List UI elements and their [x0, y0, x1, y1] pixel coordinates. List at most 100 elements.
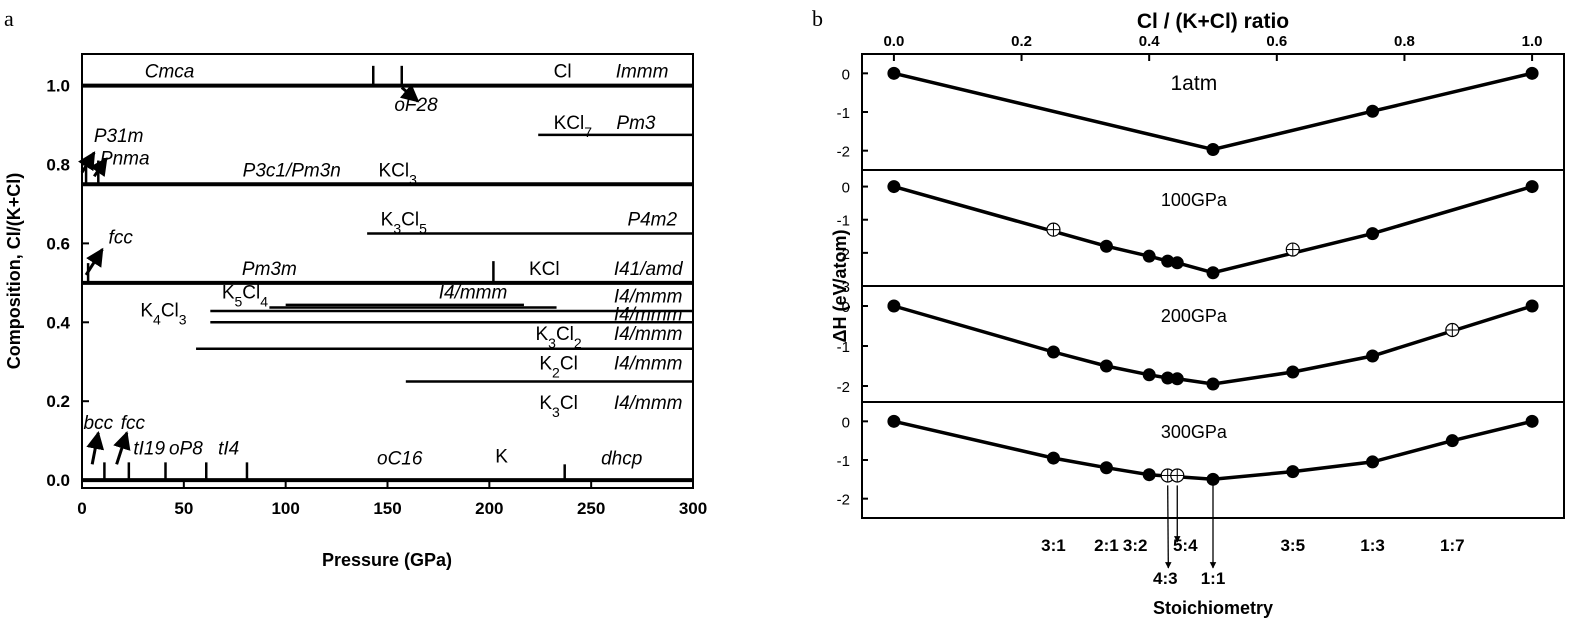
phase-label: I4/mmm [614, 287, 683, 308]
phase-label: P4m2 [627, 210, 677, 231]
x-tick-label: 50 [174, 499, 193, 518]
y-axis-label: Composition, Cl/(K+Cl) [4, 173, 24, 370]
stable-point [1366, 349, 1380, 363]
x-tick-label: 150 [373, 499, 401, 518]
x-tick-label: 100 [271, 499, 299, 518]
y-tick-label: 0.2 [46, 392, 70, 411]
stable-point [1206, 377, 1220, 391]
phase-label: K3Cl [539, 393, 577, 420]
phase-label: P3c1/Pm3n [243, 160, 341, 181]
y-tick-label-b: -1 [837, 339, 850, 356]
stable-point [1142, 468, 1156, 482]
y-tick-label: 0.6 [46, 234, 70, 253]
phase-label: fcc [109, 227, 134, 248]
x-tick-label: 250 [577, 499, 605, 518]
stable-point [1161, 371, 1175, 385]
stoichiometry-label: 5:4 [1173, 536, 1198, 555]
stable-point [1525, 414, 1539, 428]
stoichiometry-label: 3:2 [1123, 536, 1148, 555]
phase-arrow [84, 247, 104, 276]
phase-label: oF28 [394, 95, 438, 116]
y-tick-label-b: -1 [837, 213, 850, 230]
phase-label: fcc [121, 413, 146, 434]
phase-arrow [399, 84, 420, 103]
phase-label: I4/mmm [614, 354, 683, 375]
top-tick-label: 1.0 [1522, 33, 1543, 50]
stable-point [1366, 455, 1380, 469]
stable-point [1099, 359, 1113, 373]
hull-line [893, 71, 1533, 152]
stoichiometry-label: 4:3 [1153, 569, 1178, 588]
top-tick-label: 0.4 [1139, 33, 1161, 50]
phase-label: Immm [616, 62, 669, 83]
y-tick-label-b: -2 [837, 492, 850, 509]
stable-point [1206, 266, 1220, 280]
phase-label: K5Cl4 [222, 283, 268, 310]
stable-point [887, 180, 901, 194]
phase-label: tI19 [133, 438, 165, 459]
panel-b-label: b [812, 6, 823, 31]
stable-point [1525, 299, 1539, 313]
phase-label: P31m [94, 126, 144, 147]
stable-point [1366, 104, 1380, 118]
stoichiometry-label: 3:5 [1280, 536, 1305, 555]
stable-point [1161, 254, 1175, 268]
y-tick-label: 0.0 [46, 471, 70, 490]
pressure-label: 300GPa [1161, 422, 1228, 442]
phase-label: oP8 [169, 438, 203, 459]
phase-label: I4/mmm [614, 393, 683, 414]
phase-label: I4/mmm [614, 324, 683, 345]
stable-point [1206, 472, 1220, 486]
x-axis-label: Pressure (GPa) [322, 550, 452, 570]
phase-label: tI4 [218, 438, 239, 459]
phase-label: K4Cl3 [140, 300, 186, 327]
y-tick-label-b: 0 [842, 299, 850, 316]
stable-point [1142, 249, 1156, 263]
stoichiometry-label: 2:1 [1094, 536, 1119, 555]
top-tick-label: 0.6 [1266, 33, 1287, 50]
phase-label: I4/mmm [614, 304, 683, 325]
stable-point [1099, 461, 1113, 475]
pressure-label: 1atm [1171, 72, 1218, 95]
stoichiometry-label: 3:1 [1041, 536, 1066, 555]
stable-point [1099, 239, 1113, 253]
y-tick-label-b: 0 [842, 414, 850, 431]
phase-label: Pm3 [616, 113, 656, 134]
stable-point [887, 414, 901, 428]
phase-label: KCl3 [378, 160, 417, 187]
stoichiometry-label: 1:7 [1440, 536, 1465, 555]
enthalpy-chart: Cl / (K+Cl) ratio ΔH (eV/atom) Stoichiom… [830, 10, 1565, 618]
phase-arrow [86, 430, 105, 465]
top-tick-label: 0.0 [883, 33, 904, 50]
y-tick-label-b: -1 [837, 105, 850, 122]
panel-a-label: a [4, 6, 14, 31]
stable-point [1366, 227, 1380, 241]
stable-point [1525, 180, 1539, 194]
phase-label: I41/amd [614, 259, 684, 280]
x-tick-label: 300 [679, 499, 707, 518]
y-tick-label-b: -3 [837, 279, 850, 296]
stoichiometry-label: 1:1 [1201, 569, 1226, 588]
stoichiometry-label: 1:3 [1360, 536, 1385, 555]
phase-label: K2Cl [539, 354, 577, 381]
y-tick-label: 0.4 [46, 313, 70, 332]
y-tick-label-b: 0 [842, 66, 850, 83]
stable-point [1046, 451, 1060, 465]
phase-label: I4/mmm [439, 283, 508, 304]
stable-point [1170, 256, 1184, 270]
x-tick-label: 200 [475, 499, 503, 518]
stable-point [1525, 66, 1539, 80]
phase-label: Cl [554, 62, 572, 83]
phase-arrow [89, 157, 108, 178]
phase-arrow [78, 151, 96, 174]
top-tick-label: 0.2 [1011, 33, 1032, 50]
stable-point [1046, 345, 1060, 359]
y-tick-label-b: -2 [837, 246, 850, 263]
phase-label: Pm3m [242, 259, 297, 280]
top-axis-title: Cl / (K+Cl) ratio [1137, 10, 1289, 33]
stoichiometry-arrow [1165, 485, 1172, 569]
phase-label: KCl7 [554, 113, 593, 140]
phase-label: Pnma [100, 148, 150, 169]
phase-label: KCl [529, 259, 560, 280]
